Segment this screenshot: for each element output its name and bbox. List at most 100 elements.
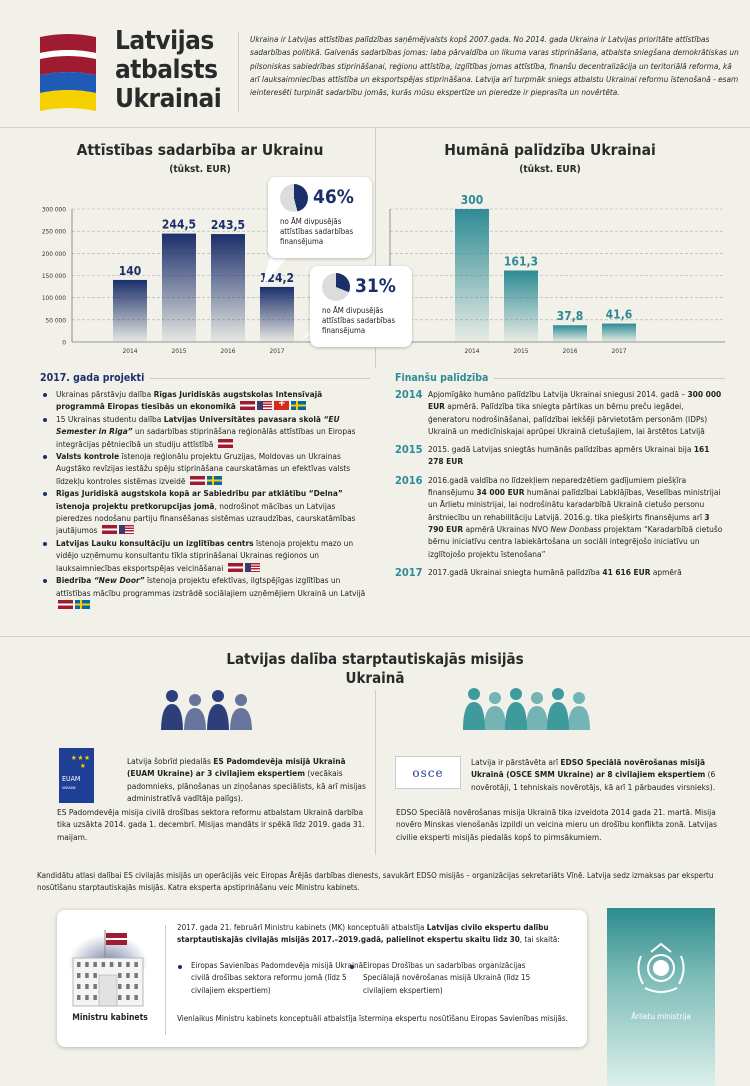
callout-31: 31% no ĀM divpusējās attīstības sadarbīb… [310, 266, 412, 347]
finance-year: 2017 [395, 565, 423, 579]
callout-46: 46% no ĀM divpusējās attīstības sadarbīb… [268, 177, 372, 258]
people-icon [161, 690, 252, 730]
bar-charts: 0 50 000 100 000 150 000 200 000 250 000 300 0… [42, 193, 725, 355]
window [126, 995, 130, 1000]
callout-text: no ĀM divpusējās attīstības sadarbības f… [322, 306, 396, 335]
x-tick-label: 2014 [123, 347, 138, 355]
divider [375, 690, 376, 855]
window [109, 962, 114, 967]
divider [0, 636, 750, 637]
finance-row: 2017 2017.gadā Ukrainai sniegta humānā pa… [395, 566, 725, 579]
text-segment: (vecākais padomnieks, plānošanas un ziņo… [127, 768, 366, 803]
window [101, 962, 106, 967]
window [93, 973, 97, 978]
osce-details: EDSO Speciālā novērošanas misija Ukrainā… [396, 807, 717, 842]
x-tick-label: 2015 [514, 347, 529, 355]
bar-value-label: 37,8 [557, 309, 584, 323]
bar-value-label: 243,5 [211, 218, 245, 232]
project-item: Ukrainas pārstāvju dalība Rīgas Juridisk… [40, 388, 370, 413]
cabinet-card: Ministru kabinets 2017. gada 21. februār… [57, 910, 587, 1047]
callout-percent: 46% [313, 186, 354, 208]
person-icon [484, 706, 506, 730]
text-segment: 3 790 EUR [428, 511, 710, 534]
text-segment: apmērā [650, 566, 682, 577]
text-segment: projektam “Karadarbībā cietušo bērnu ini… [428, 523, 723, 559]
finance-text: 2017.gadā Ukrainai sniegta humānā palīdz… [428, 566, 682, 579]
mfa-label: Ārlietu ministrija [631, 1012, 691, 1021]
flag-lv-icon [101, 525, 117, 535]
text-segment: , tai skaitā: [519, 935, 560, 945]
title-line: Ukrainai [115, 84, 222, 114]
coat-of-arms-icon [637, 942, 685, 993]
pie-icon [322, 273, 350, 301]
person-icon [505, 702, 527, 730]
text-segment: Latvijas Universitātes pavasara skolā [163, 413, 324, 424]
cabinet-bullet: Eiropas Savienības Padomdevēja misijā Uk… [175, 960, 375, 997]
text-segment: un sadarbības stiprināšana reģionālās at… [56, 426, 356, 449]
y-tick-label: 150 000 [42, 272, 66, 280]
window [134, 973, 138, 978]
window [134, 995, 138, 1000]
text-segment: Valsts kontrole [56, 451, 120, 462]
text-segment: apmērā Ukrainas NVO [463, 523, 551, 534]
finance-row: 2016 2016.gadā valdība no līdzekļiem nepa… [395, 474, 725, 560]
person-icon [189, 694, 201, 706]
window [126, 984, 130, 989]
finance-text: 2015. gadā Latvijas sniegtās humānās pal… [428, 443, 725, 468]
window [85, 984, 89, 989]
y-tick-label: 0 [62, 339, 66, 347]
cabinet-footer: Vienlaikus Ministru kabinets konceptuāli… [177, 1014, 568, 1023]
text-segment: New Donbass [550, 523, 602, 534]
person-icon [552, 688, 564, 700]
chart-title-development: Attīstības sadarbība ar Ukrainu [76, 141, 324, 159]
finance-year: 2014 [395, 388, 423, 401]
euam-logo-sub: UKRAINE [62, 786, 76, 790]
cabinet-bullet: Eiropas Drošības un sadarbības organizāc… [347, 960, 547, 997]
window [118, 995, 122, 1000]
heading-text: Finanšu palīdzība [395, 372, 489, 384]
page-title: Latvijas atbalsts Ukrainai [115, 27, 222, 114]
flag-us-icon [118, 525, 134, 535]
missions-title: Latvijas dalība starptautiskajās misijās… [226, 650, 524, 687]
flag-us-icon [257, 401, 273, 411]
bar-2016 [211, 234, 245, 342]
pie-icon [280, 184, 308, 212]
window [126, 962, 130, 967]
project-item: Rīgas Juridiskā augstskola kopā ar Sabie… [40, 487, 370, 537]
window [93, 984, 97, 989]
text-segment: 41 616 EUR [602, 566, 651, 577]
divider [375, 128, 376, 368]
person-icon [230, 708, 252, 730]
y-tick-label: 200 000 [42, 250, 66, 258]
y-tick-label: 100 000 [42, 294, 66, 302]
window [85, 962, 89, 967]
text-segment: 161 278 EUR [428, 444, 710, 467]
projects-section: 2017. gada projekti Ukrainas pārstāvju d… [40, 372, 370, 611]
person-icon [573, 692, 585, 704]
x-tick-label: 2016 [563, 347, 578, 355]
y-tick-label: 250 000 [42, 228, 66, 236]
text-segment: ES Padomdevēja misijā Ukrainā (EUAM Ukra… [127, 756, 346, 779]
text-segment: Rīgas Juridiskā augstskola kopā ar Sabie… [56, 488, 343, 511]
project-item: Biedrība “New Door” īstenoja projektu ef… [40, 574, 370, 611]
projects-list: Ukrainas pārstāvju dalība Rīgas Juridisk… [40, 388, 370, 611]
x-tick-label: 2015 [172, 347, 187, 355]
flag-lv-icon [240, 401, 256, 411]
person-icon [166, 690, 178, 702]
euam-logo: ★★★ ★ EUAM UKRAINE [59, 748, 94, 803]
chart-subtitle: (tūkst. EUR) [519, 164, 581, 175]
finance-section: Finanšu palīdzība 2014 Apjomīgāko humāno … [395, 372, 725, 585]
window [118, 984, 122, 989]
person-icon [235, 694, 247, 706]
x-tick-label: 2014 [465, 347, 480, 355]
projects-heading: 2017. gada projekti [40, 372, 370, 384]
bar-2015 [504, 270, 538, 342]
flag-se-icon [75, 599, 90, 609]
bar-2017 [260, 286, 294, 342]
text-segment: , nodrošinot mācības un Latvijas pieredz… [56, 500, 356, 536]
person-icon [184, 708, 206, 730]
heading-text: 2017. gada projekti [40, 372, 145, 384]
window [93, 995, 97, 1000]
flag-lv-icon [227, 562, 243, 572]
window [134, 984, 138, 989]
